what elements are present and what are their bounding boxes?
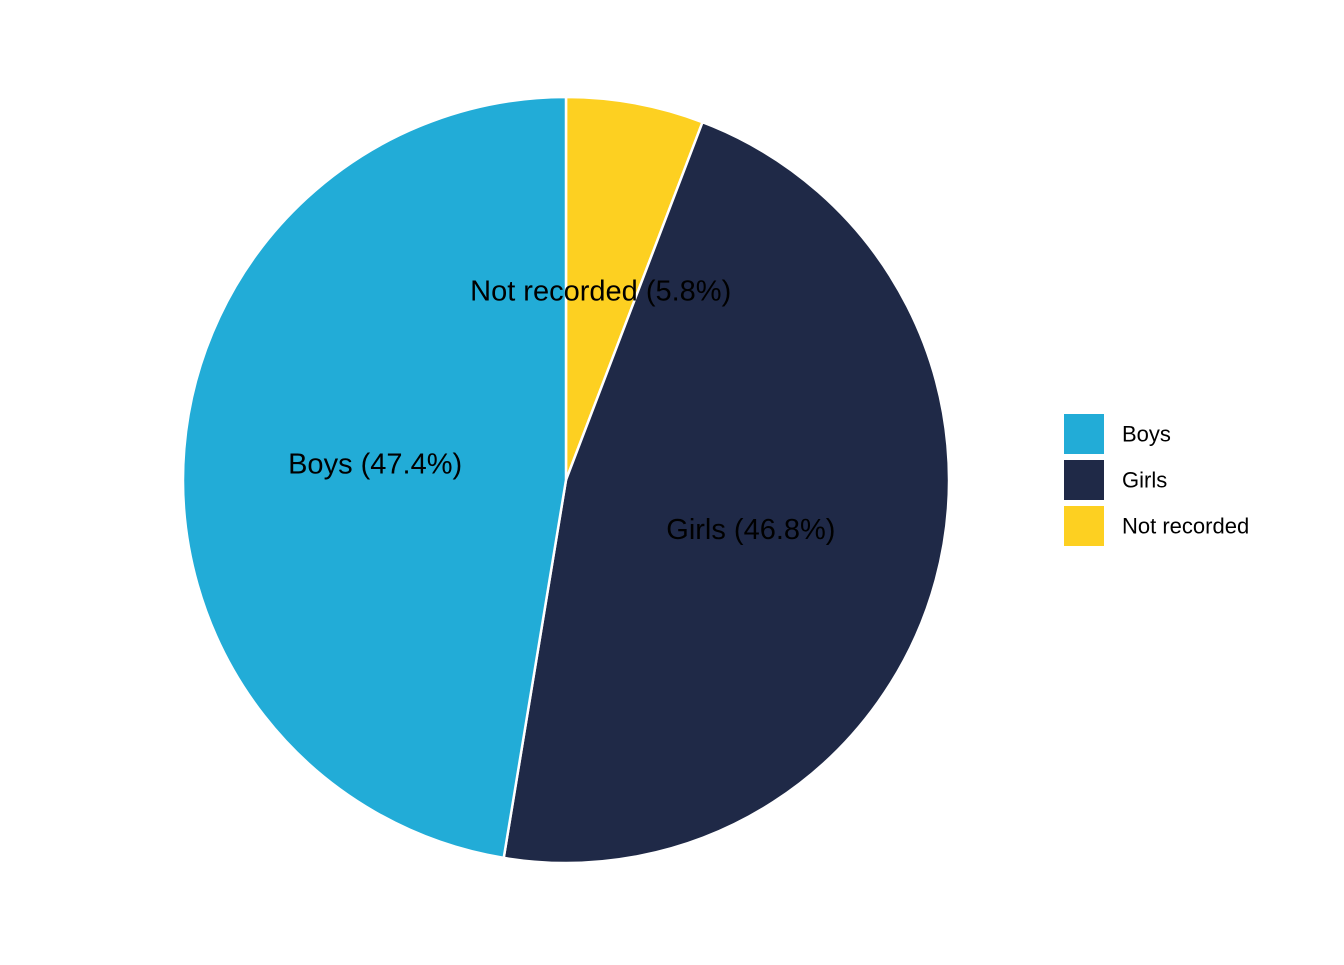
pie-slice-boys bbox=[181, 95, 568, 860]
slice-label-not-recorded: Not recorded (5.8%) bbox=[470, 276, 731, 308]
legend-swatch-girls bbox=[1064, 460, 1104, 500]
legend-swatch-not-recorded bbox=[1064, 506, 1104, 546]
legend-swatch-boys bbox=[1064, 414, 1104, 454]
pie-slice-girls bbox=[502, 120, 951, 865]
legend-label-girls: Girls bbox=[1122, 468, 1167, 493]
slice-label-girls: Girls (46.8%) bbox=[666, 514, 835, 546]
legend-label-boys: Boys bbox=[1122, 422, 1171, 447]
legend-label-not-recorded: Not recorded bbox=[1122, 514, 1249, 539]
legend: Boys Girls Not recorded bbox=[1064, 414, 1249, 546]
slices-layer bbox=[181, 95, 951, 865]
labels-layer: Not recorded (5.8%) Girls (46.8%) Boys (47… bbox=[288, 276, 835, 546]
pie-slice-not-recorded bbox=[564, 95, 704, 482]
slice-label-boys: Boys (47.4%) bbox=[288, 448, 462, 480]
